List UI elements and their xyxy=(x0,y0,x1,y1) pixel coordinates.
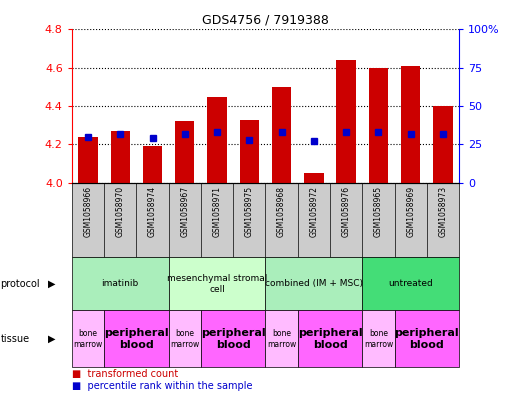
Bar xyxy=(143,146,162,183)
Bar xyxy=(433,106,452,183)
Text: peripheral
blood: peripheral blood xyxy=(201,328,266,350)
Text: untreated: untreated xyxy=(388,279,433,288)
Text: ▶: ▶ xyxy=(48,334,55,344)
Text: bone
marrow: bone marrow xyxy=(170,329,200,349)
Bar xyxy=(401,66,420,183)
Text: bone
marrow: bone marrow xyxy=(267,329,296,349)
Text: tissue: tissue xyxy=(1,334,30,344)
Bar xyxy=(207,97,227,183)
Bar xyxy=(272,87,291,183)
Text: protocol: protocol xyxy=(1,279,40,289)
Bar xyxy=(175,121,194,183)
Bar xyxy=(78,137,97,183)
Text: ■  transformed count: ■ transformed count xyxy=(72,369,178,379)
Text: imatinib: imatinib xyxy=(102,279,139,288)
Text: mesenchymal stromal
cell: mesenchymal stromal cell xyxy=(167,274,267,294)
Bar xyxy=(111,131,130,183)
Title: GDS4756 / 7919388: GDS4756 / 7919388 xyxy=(202,14,329,27)
Bar xyxy=(337,60,356,183)
Text: bone
marrow: bone marrow xyxy=(73,329,103,349)
Text: ■  percentile rank within the sample: ■ percentile rank within the sample xyxy=(72,381,252,391)
Bar xyxy=(304,173,324,183)
Text: bone
marrow: bone marrow xyxy=(364,329,393,349)
Text: peripheral
blood: peripheral blood xyxy=(394,328,459,350)
Text: peripheral
blood: peripheral blood xyxy=(298,328,362,350)
Text: ▶: ▶ xyxy=(48,279,55,289)
Text: peripheral
blood: peripheral blood xyxy=(104,328,169,350)
Bar xyxy=(369,68,388,183)
Bar xyxy=(240,119,259,183)
Text: combined (IM + MSC): combined (IM + MSC) xyxy=(265,279,363,288)
